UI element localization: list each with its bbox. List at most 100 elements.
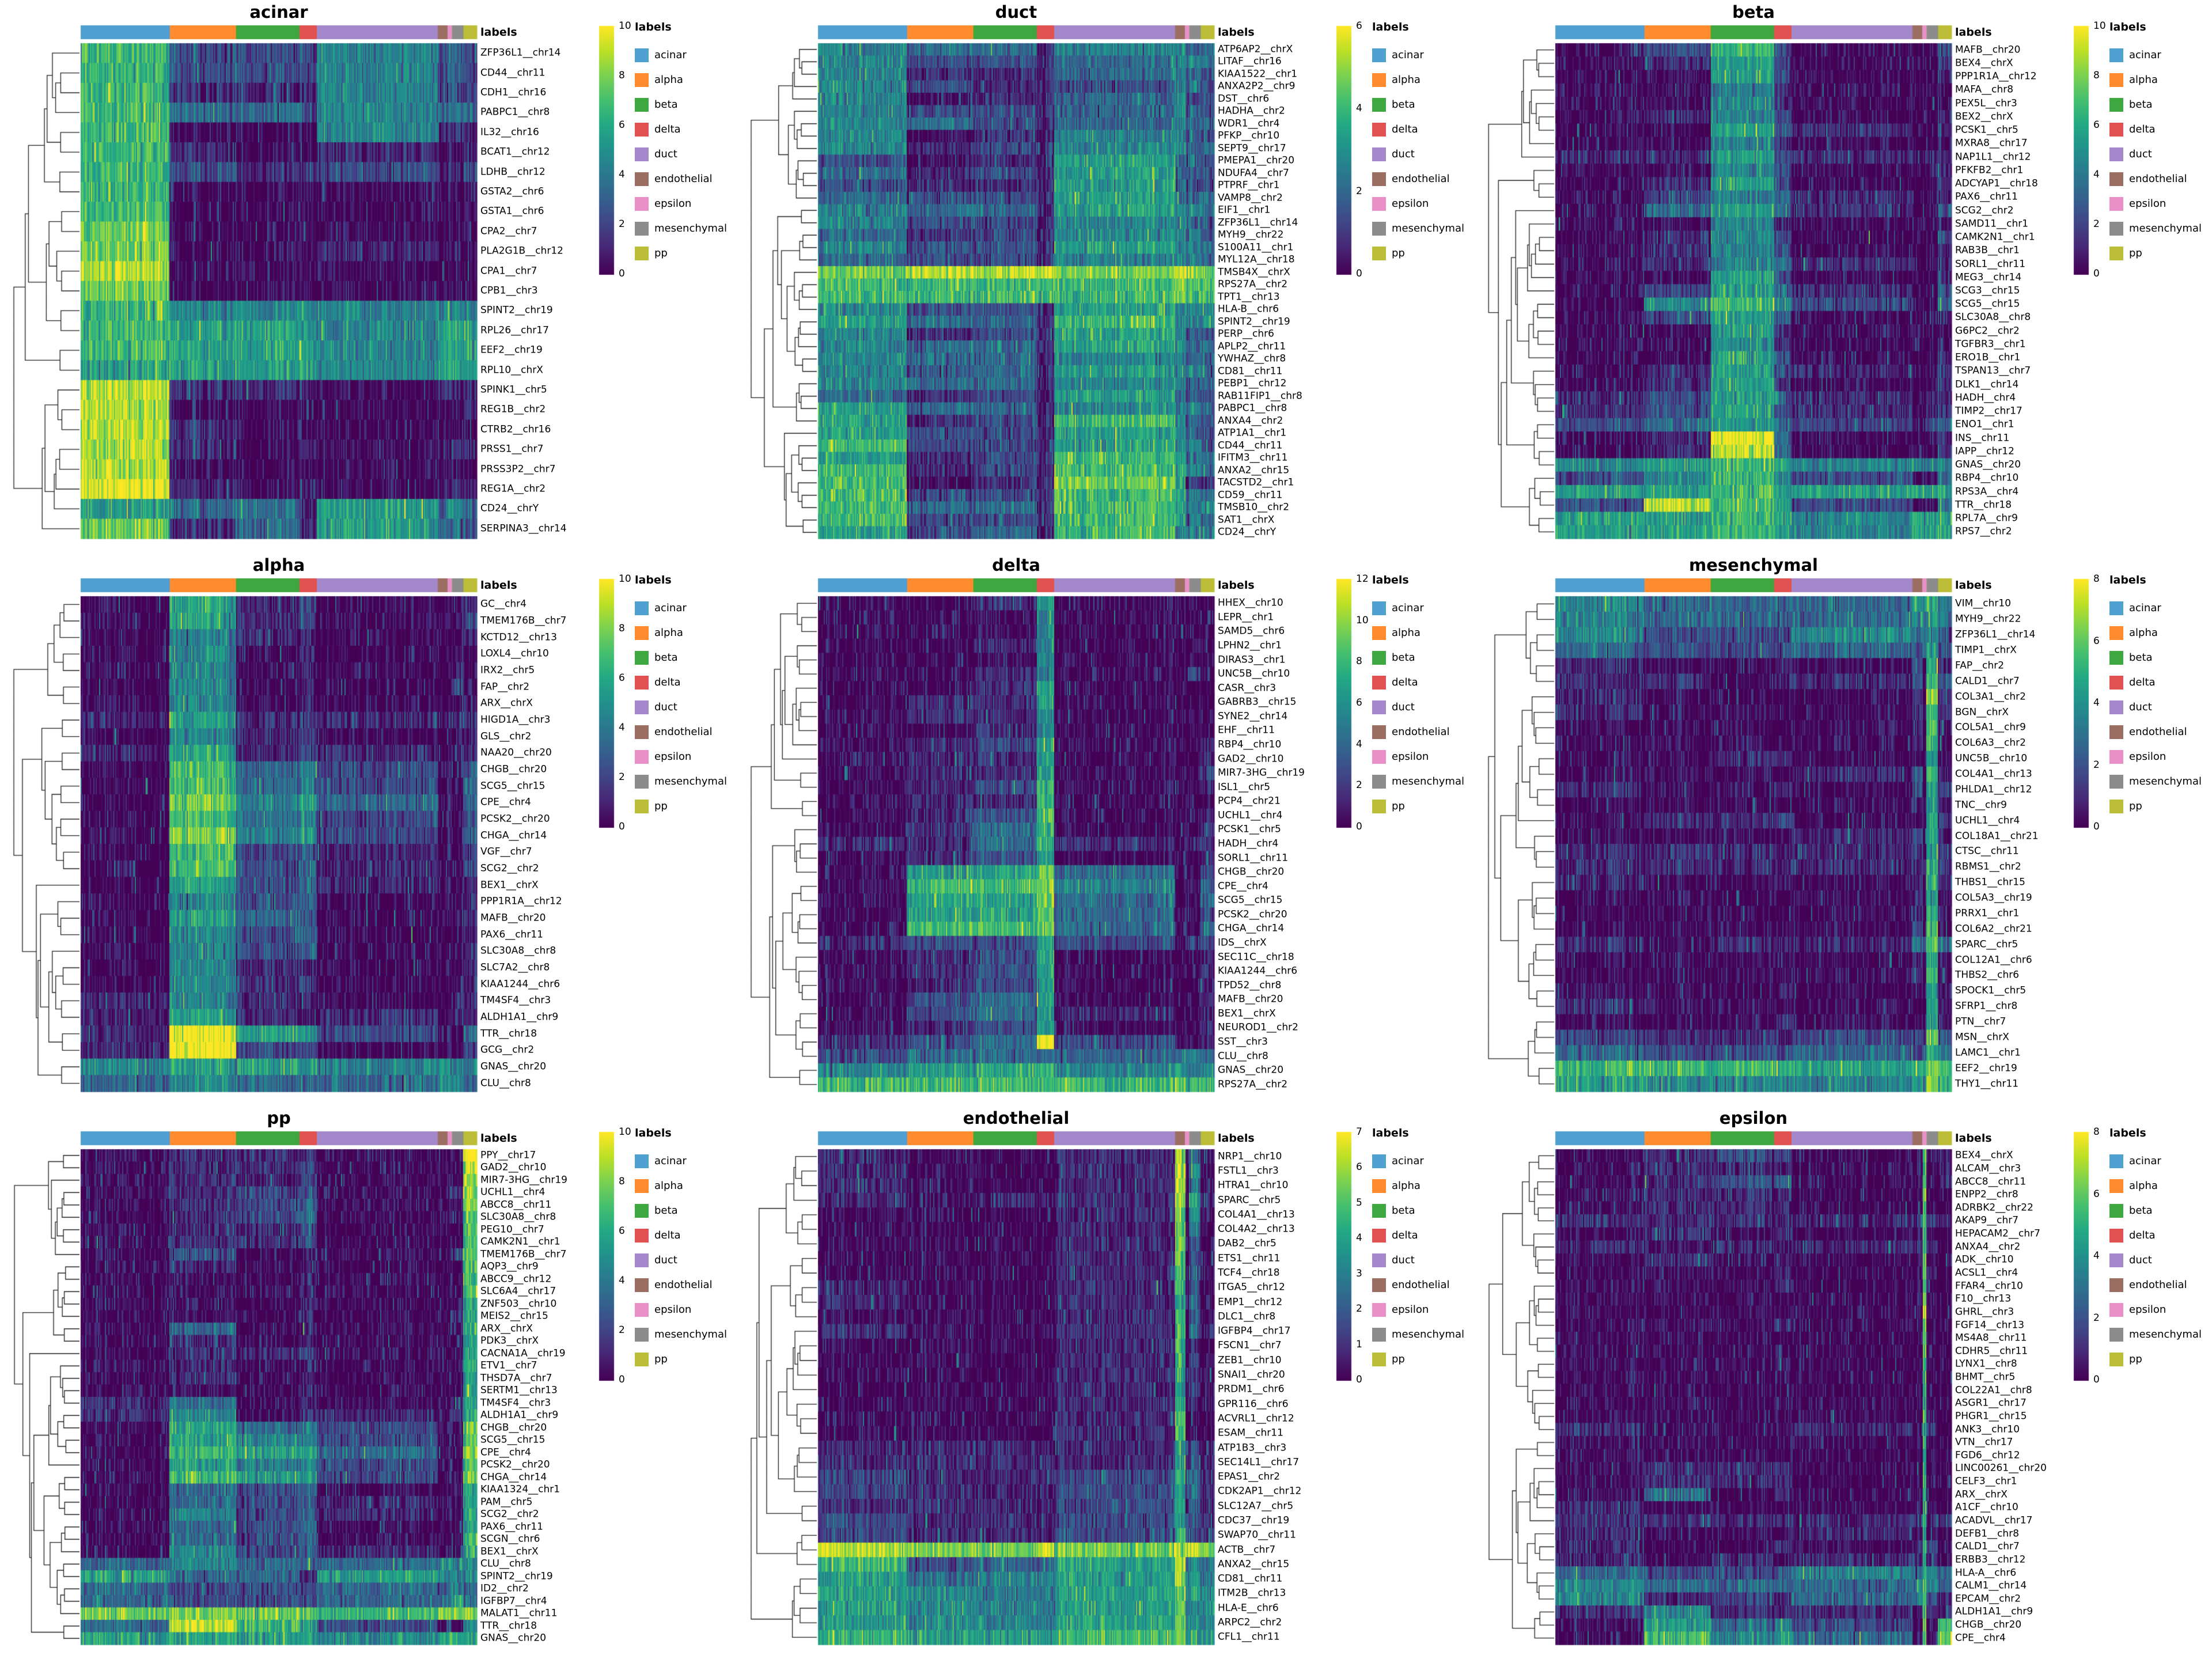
legend-swatch-mesenchymal [2109, 222, 2123, 236]
gene-label: EEF2__chr19 [480, 344, 543, 356]
gene-label: CDH1__chr16 [480, 86, 547, 99]
legend-label-alpha: alpha [2129, 74, 2158, 86]
colorbar-tick: 10 [619, 573, 631, 585]
legend-label-acinar: acinar [654, 1155, 687, 1167]
colorbar-tick: 4 [2093, 697, 2100, 709]
panel-delta: delta labels HHEX__chr10 LEPR__chr1 SAMD5__c… [737, 553, 1475, 1106]
panel-title: beta [1732, 2, 1775, 22]
gene-label: LYNX1__chr8 [1955, 1358, 2017, 1370]
gene-label: TCF4__chr18 [1218, 1267, 1280, 1279]
colorbar-tick: 0 [2093, 821, 2100, 832]
gene-label: SNAI1__chr20 [1218, 1369, 1285, 1381]
gene-label: CHGB__chr20 [480, 1422, 547, 1434]
gene-label: PFKFB2__chr1 [1955, 164, 2024, 176]
gene-label: ENPP2__chr8 [1955, 1188, 2018, 1200]
gene-label: COL6A2__chr21 [1955, 923, 2032, 935]
legend-swatch-duct [2109, 1253, 2123, 1267]
panel-title: duct [995, 2, 1037, 22]
gene-label: PAX6__chr11 [480, 929, 543, 941]
legend-label-pp: pp [2129, 800, 2142, 812]
legend-swatch-epsilon [1372, 1303, 1386, 1317]
colorbar-tick: 0 [2093, 268, 2100, 279]
gene-label: GNAS__chr20 [480, 1632, 547, 1644]
legend-label-alpha: alpha [654, 627, 683, 639]
legend-swatch-acinar [635, 1154, 649, 1168]
legend-swatch-endothelial [635, 1278, 649, 1292]
legend-label-duct: duct [654, 1254, 677, 1266]
gene-label: ANXA2P2__chr9 [1218, 80, 1296, 92]
gene-label: S100A11__chr1 [1218, 241, 1294, 253]
legend-swatch-alpha [635, 73, 649, 87]
panel-title: pp [267, 1108, 291, 1128]
legend-label-pp: pp [1392, 1353, 1405, 1365]
gene-label: COL22A1__chr8 [1955, 1384, 2032, 1396]
gene-label: CPE__chr4 [480, 796, 531, 808]
gene-label: IGFBP4__chr17 [1218, 1325, 1291, 1337]
gene-label: CFL1__chr11 [1218, 1631, 1280, 1643]
gene-label: SLC30A8__chr8 [1955, 311, 2031, 323]
gene-label: TTR__chr18 [480, 1620, 537, 1632]
gene-label: ITM2B__chr13 [1218, 1587, 1286, 1599]
gene-label: ARX__chrX [1955, 1488, 2008, 1501]
panel-acinar: acinar labels ZFP36L1__chr14 CD44__chr11 CDH… [0, 0, 737, 553]
gene-label: GCG__chr2 [480, 1044, 535, 1056]
gene-label: TMEM176B__chr7 [480, 615, 567, 627]
legend-swatch-acinar [1372, 48, 1386, 62]
panel-epsilon: epsilon labels BEX4__chrX ALCAM__chr3 ABCC8_… [1475, 1106, 2212, 1659]
gene-label: LOXL4__chr10 [480, 647, 549, 660]
gene-label: MSN__chrX [1955, 1031, 2009, 1043]
colorbar-tick: 4 [2093, 1250, 2100, 1262]
colorbar-tick: 8 [1356, 656, 1362, 668]
gene-label: WDR1__chr4 [1218, 118, 1280, 130]
legend-title: labels [1372, 1127, 1409, 1139]
legend-label-mesenchymal: mesenchymal [654, 222, 727, 234]
legend-title: labels [635, 1127, 672, 1139]
gene-label: PCSK2__chr20 [1218, 908, 1287, 921]
legend-label-acinar: acinar [2129, 49, 2161, 61]
legend-label-beta: beta [2129, 652, 2153, 664]
gene-label: GNAS__chr20 [480, 1060, 547, 1073]
gene-label: MIR7-3HG__chr19 [480, 1174, 567, 1186]
colorbar-tick: 8 [619, 1176, 625, 1187]
gene-label: CALD1__chr7 [1955, 675, 2020, 687]
legend-label-epsilon: epsilon [1392, 751, 1429, 763]
colorbar-tick: 6 [1356, 1161, 1362, 1173]
gene-label: VIM__chr10 [1955, 597, 2012, 609]
gene-label: RBP4__chr10 [1955, 472, 2019, 484]
colorbar-tick: 4 [2093, 169, 2100, 180]
legend-label-duct: duct [1392, 1254, 1415, 1266]
gene-label: GNAS__chr20 [1955, 459, 2021, 471]
gene-label: TIMP2__chr17 [1955, 405, 2022, 417]
gene-label: MYL12A__chr18 [1218, 253, 1295, 266]
gene-label: HLA-A__chr6 [1955, 1567, 2017, 1579]
gene-label: SORL1__chr11 [1955, 258, 2026, 270]
legend-swatch-pp [635, 1353, 649, 1366]
gene-label: PMEPA1__chr20 [1218, 154, 1295, 166]
gene-label: RPS7__chr2 [1955, 525, 2012, 537]
gene-label: SYNE2__chr14 [1218, 710, 1288, 722]
gene-label: FAP__chr2 [1955, 660, 2005, 672]
legend-swatch-alpha [1372, 73, 1386, 87]
gene-label: ERBB3__chr12 [1955, 1554, 2026, 1566]
gene-label: ARPC2__chr2 [1218, 1616, 1282, 1628]
colorbar-tick: 0 [1356, 821, 1362, 832]
legend-swatch-pp [635, 800, 649, 813]
gene-label: SEPT9__chr17 [1218, 142, 1286, 154]
legend-swatch-pp [1372, 247, 1386, 260]
gene-label: NAA20__chr20 [480, 747, 552, 759]
legend-label-delta: delta [1392, 1229, 1418, 1241]
gene-label: LDHB__chr12 [480, 166, 546, 178]
legend-label-delta: delta [654, 1229, 681, 1241]
legend-swatch-delta [635, 123, 649, 137]
colorbar-tick: 12 [1356, 573, 1369, 585]
gene-label: IFITM3__chr11 [1218, 452, 1288, 464]
heatmap-canvas [1475, 0, 2212, 553]
annotation-bar-title: labels [1218, 579, 1255, 592]
gene-label: GHRL__chr3 [1955, 1306, 2014, 1318]
gene-label: PEBP1__chr12 [1218, 377, 1287, 389]
gene-label: AQP3__chr9 [480, 1260, 539, 1272]
colorbar-tick: 4 [1356, 1232, 1362, 1244]
panel-title: endothelial [963, 1108, 1070, 1128]
gene-label: PHGR1__chr15 [1955, 1410, 2027, 1422]
legend-label-duct: duct [2129, 148, 2152, 160]
